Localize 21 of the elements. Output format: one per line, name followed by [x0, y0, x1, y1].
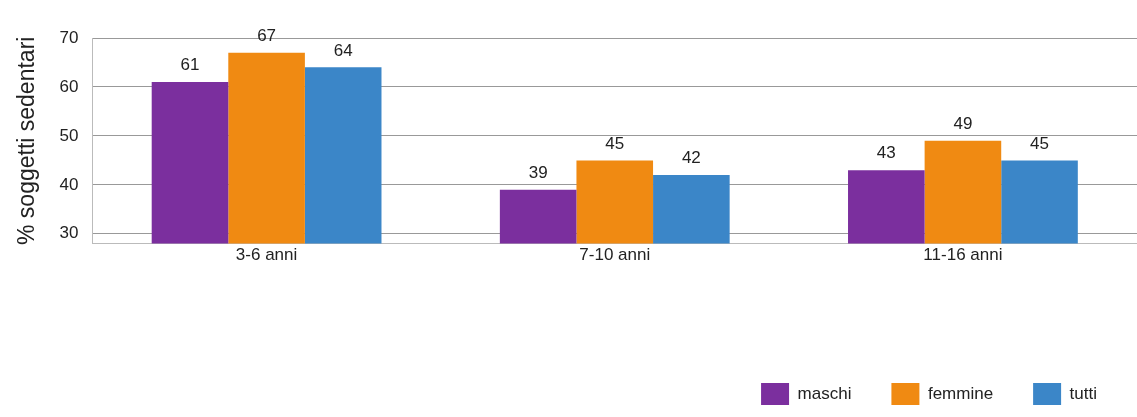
y-axis-title: % soggetti sedentari — [13, 36, 40, 245]
data-label: 49 — [953, 113, 973, 133]
data-label: 45 — [1030, 133, 1049, 153]
data-label: 61 — [180, 55, 200, 75]
data-label: 45 — [605, 133, 625, 153]
data-label: 43 — [876, 143, 896, 163]
y-tick-label: 40 — [59, 174, 79, 194]
data-label: 64 — [333, 40, 353, 60]
data-label: 42 — [681, 148, 701, 168]
y-tick-label: 30 — [59, 223, 79, 243]
x-tick-label: 11-16 anni — [923, 245, 1003, 265]
x-tick-label: 7-10 anni — [579, 245, 651, 265]
x-tick-label: 3-6 anni — [235, 245, 298, 265]
legend-label: femmine — [927, 383, 994, 403]
y-tick-label: 70 — [59, 27, 79, 47]
y-tick-label: 50 — [59, 125, 79, 145]
y-tick-label: 60 — [59, 76, 79, 96]
data-label: 67 — [257, 25, 277, 45]
legend-label: tutti — [1069, 383, 1098, 403]
legend-label: maschi — [797, 383, 852, 403]
data-label: 39 — [528, 162, 548, 182]
